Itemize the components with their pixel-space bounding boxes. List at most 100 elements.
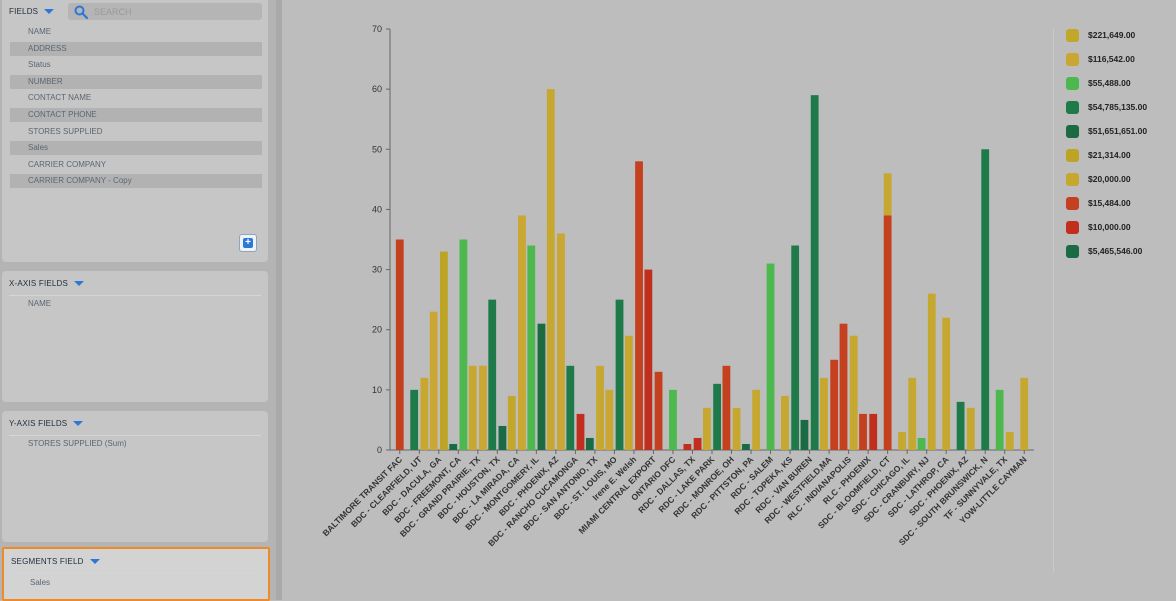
bar[interactable] [537,323,546,450]
field-list-item[interactable]: ADDRESS [10,41,262,56]
legend-item[interactable]: $221,649.00 [1066,28,1174,52]
bar[interactable] [596,365,604,450]
x-axis-header[interactable]: X-AXIS FIELDS [9,279,85,288]
field-list-item[interactable]: NAME [28,27,52,36]
bar[interactable] [942,317,951,450]
bar[interactable] [830,359,839,450]
bar[interactable] [557,233,565,450]
bar[interactable] [605,389,614,450]
legend-swatch [1066,197,1079,210]
legend-swatch [1066,101,1079,114]
bar[interactable] [507,395,516,450]
bar[interactable] [800,419,809,450]
bar[interactable] [693,437,702,450]
field-list-item[interactable]: CARRIER COMPANY [28,159,107,169]
bar[interactable] [585,437,594,450]
bar[interactable] [468,365,477,450]
bar[interactable] [908,377,917,450]
bar[interactable] [966,407,975,450]
bar[interactable] [839,323,848,450]
bar[interactable] [410,389,419,450]
bar[interactable] [820,377,828,450]
legend-item[interactable]: $55,488.00 [1066,76,1174,100]
bar[interactable] [576,413,585,450]
bar[interactable] [420,377,429,450]
bar[interactable] [781,395,789,450]
bar[interactable] [654,371,663,450]
bar[interactable] [683,443,692,450]
field-list-item[interactable]: CONTACT NAME [28,93,92,103]
bar[interactable] [917,437,926,450]
bar[interactable] [956,401,965,450]
chevron-down-icon[interactable] [89,559,100,564]
legend-item[interactable]: $15,484.00 [1066,196,1174,220]
chevron-down-icon[interactable] [73,421,84,426]
search-box[interactable] [68,3,262,20]
bar[interactable] [449,443,458,450]
legend-item[interactable]: $54,785,135.00 [1066,100,1174,124]
bar[interactable] [518,215,526,450]
field-list-item[interactable]: Sales [10,141,262,156]
legend-item[interactable]: $5,465,546.00 [1066,244,1174,268]
bar[interactable] [566,365,575,450]
bar[interactable] [615,299,624,450]
bar[interactable] [981,149,990,451]
bar[interactable] [995,389,1004,450]
bar[interactable] [810,95,819,451]
x-axis-section: X-AXIS FIELDS NAME [2,271,268,402]
legend-swatch [1066,125,1079,138]
segments-title: SEGMENTS FIELD [11,557,84,566]
bar[interactable] [669,389,677,450]
bar[interactable] [766,263,775,450]
bar[interactable] [498,425,507,450]
bar[interactable] [742,443,750,450]
field-list-item[interactable]: CONTACT PHONE [10,108,262,122]
bar[interactable] [849,335,858,450]
add-field-button[interactable]: + [239,234,257,252]
x-axis-field[interactable]: NAME [28,299,52,308]
y-axis-field[interactable]: STORES SUPPLIED (Sum) [28,439,127,448]
bar[interactable] [927,293,936,450]
field-list-item[interactable]: NUMBER [10,74,262,89]
bar[interactable] [898,431,906,450]
bar[interactable] [1020,377,1029,450]
fields-header[interactable]: FIELDS [9,7,55,16]
bar[interactable] [752,389,761,450]
legend-item[interactable]: $51,651,651.00 [1066,124,1174,148]
bar[interactable] [635,161,643,451]
bar[interactable] [527,245,536,450]
bar[interactable] [722,365,731,450]
legend-item[interactable]: $20,000.00 [1066,172,1174,196]
bar[interactable] [439,251,448,450]
segments-header[interactable]: SEGMENTS FIELD [11,557,100,566]
bar[interactable] [869,413,878,450]
bar[interactable] [1005,431,1014,450]
bar[interactable] [791,245,800,450]
field-list-item[interactable]: CARRIER COMPANY - Copy [10,174,262,189]
bar[interactable] [859,413,867,450]
legend-item[interactable]: $116,542.00 [1066,52,1174,76]
segments-field[interactable]: Sales [30,578,51,587]
bar[interactable] [713,383,721,450]
bar[interactable] [703,407,711,450]
y-axis-header[interactable]: Y-AXIS FIELDS [9,419,84,428]
legend-item[interactable]: $10,000.00 [1066,220,1174,244]
bar-segment[interactable] [883,173,892,216]
field-list-item[interactable]: STORES SUPPLIED [28,126,103,136]
bar[interactable] [429,311,438,450]
bar[interactable] [479,365,487,450]
bar[interactable] [459,239,468,451]
panel-splitter[interactable] [276,0,282,600]
bar[interactable] [488,299,497,450]
chevron-down-icon[interactable] [74,281,85,286]
bar[interactable] [644,269,653,450]
chevron-down-icon[interactable] [44,9,55,14]
search-input[interactable] [94,5,254,18]
bar[interactable] [395,239,404,451]
bar[interactable] [546,89,555,451]
bar[interactable] [624,335,633,450]
bar[interactable] [732,407,741,450]
bar[interactable] [883,215,892,450]
field-list-item[interactable]: Status [28,60,51,70]
legend-item[interactable]: $21,314.00 [1066,148,1174,172]
